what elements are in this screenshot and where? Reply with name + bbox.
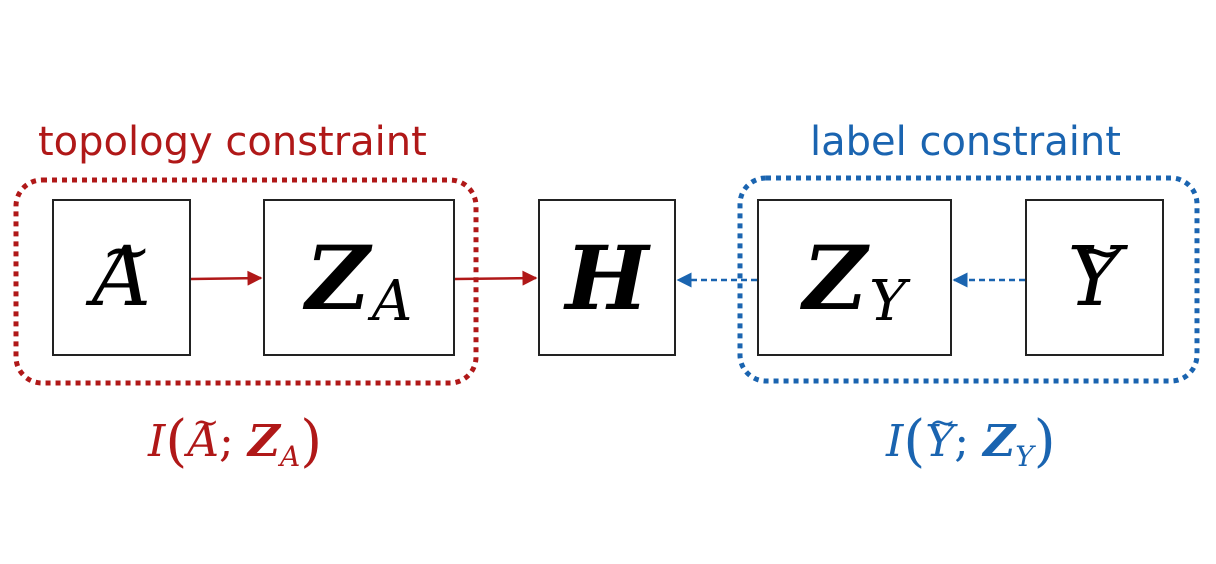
node-z-y-symbol: Z — [802, 225, 868, 330]
formula-left-z: Z — [247, 416, 280, 467]
node-a-tilde-accent: ~ — [101, 217, 152, 287]
node-z-y-subscript: Y — [869, 269, 907, 334]
formula-right-z-sub: Y — [1015, 440, 1034, 473]
edge-a-to-za — [190, 270, 263, 286]
formula-left-sep: ; — [219, 416, 234, 467]
node-h: H — [538, 199, 676, 356]
formula-right-func: I — [886, 416, 904, 467]
node-y-tilde-accent: ~ — [1074, 217, 1125, 287]
topology-constraint-label: topology constraint — [38, 119, 427, 165]
node-h-symbol: H — [565, 225, 649, 330]
label-mutual-information-formula: I(Y ~; ZY) — [886, 403, 1056, 474]
label-group-border — [737, 175, 1200, 384]
formula-right-sep: ; — [954, 416, 970, 467]
node-z-a-symbol: Z — [305, 225, 370, 330]
formula-left-z-sub: A — [279, 440, 301, 473]
topology-mutual-information-formula: I(A ~; ZA) — [148, 403, 323, 474]
edge-za-to-h — [454, 270, 538, 286]
node-a-tilde-symbol: A — [91, 230, 152, 325]
formula-right-z: Z — [983, 416, 1016, 467]
formula-left-func: I — [148, 416, 166, 467]
formula-left-arg: A — [187, 416, 220, 467]
topology-group-border — [13, 177, 479, 386]
node-y-tilde-symbol: Y — [1067, 230, 1122, 325]
node-a-tilde: A ~ — [52, 199, 191, 356]
node-z-a-subscript: A — [371, 269, 413, 334]
label-constraint-label: label constraint — [810, 119, 1121, 165]
formula-right-arg: Y — [925, 416, 955, 467]
node-y-tilde: Y ~ — [1025, 199, 1164, 356]
